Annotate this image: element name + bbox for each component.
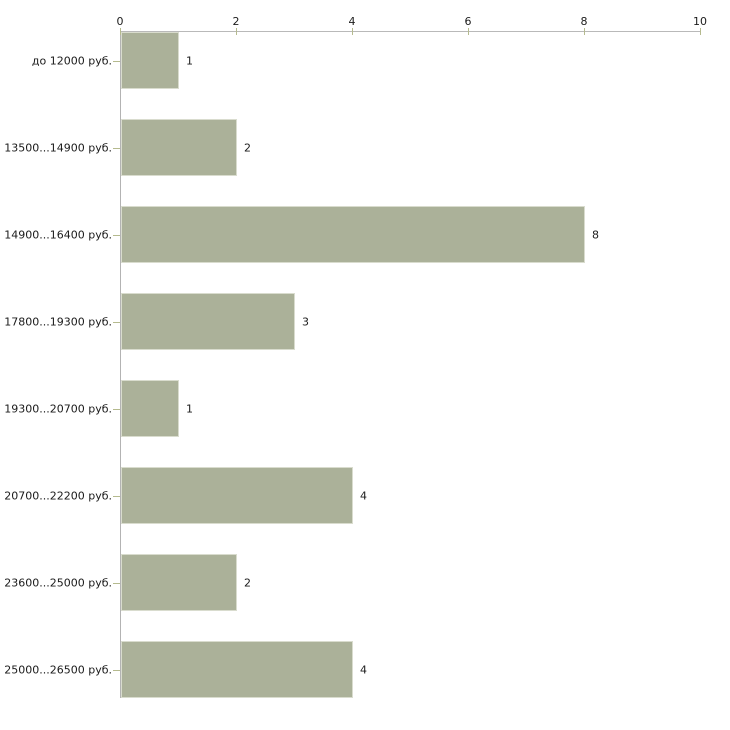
bar [121, 554, 237, 611]
y-axis-tick [113, 147, 120, 149]
x-axis-tick [468, 28, 469, 35]
category-label: 25000...26500 руб. [4, 663, 112, 676]
y-axis-tick [113, 321, 120, 323]
x-axis-tick [120, 28, 121, 35]
bar-value-label: 1 [186, 54, 193, 67]
x-axis-tick [236, 28, 237, 35]
category-label: до 12000 руб. [31, 54, 112, 67]
bar-value-label: 4 [360, 663, 367, 676]
x-axis-tick-label: 10 [693, 15, 707, 28]
y-axis-tick [113, 582, 120, 584]
bar [121, 380, 179, 437]
bar [121, 641, 353, 698]
x-axis-tick-label: 0 [116, 15, 124, 28]
bar-value-label: 4 [360, 489, 367, 502]
category-label: 13500...14900 руб. [4, 141, 112, 154]
y-axis-tick [113, 669, 120, 671]
x-axis-tick [584, 28, 585, 35]
category-label: 17800...19300 руб. [4, 315, 112, 328]
x-axis-tick [352, 28, 353, 35]
bar [121, 32, 179, 89]
bar-value-label: 1 [186, 402, 193, 415]
x-axis-tick-label: 6 [464, 15, 472, 28]
bar [121, 206, 585, 263]
x-axis-tick-label: 2 [232, 15, 240, 28]
bar-value-label: 8 [592, 228, 599, 241]
y-axis-tick [113, 408, 120, 410]
bar-value-label: 2 [244, 576, 251, 589]
x-axis-tick-label: 4 [348, 15, 356, 28]
category-label: 23600...25000 руб. [4, 576, 112, 589]
x-axis-line [120, 31, 701, 32]
bar-value-label: 2 [244, 141, 251, 154]
bar [121, 119, 237, 176]
bar-value-label: 3 [302, 315, 309, 328]
category-label: 19300...20700 руб. [4, 402, 112, 415]
bar [121, 467, 353, 524]
y-axis-tick [113, 495, 120, 497]
y-axis-tick [113, 60, 120, 62]
y-axis-tick [113, 234, 120, 236]
bar [121, 293, 295, 350]
x-axis-tick-label: 8 [580, 15, 588, 28]
category-label: 20700...22200 руб. [4, 489, 112, 502]
y-axis-line [120, 31, 121, 698]
category-label: 14900...16400 руб. [4, 228, 112, 241]
x-axis-tick [700, 28, 701, 35]
